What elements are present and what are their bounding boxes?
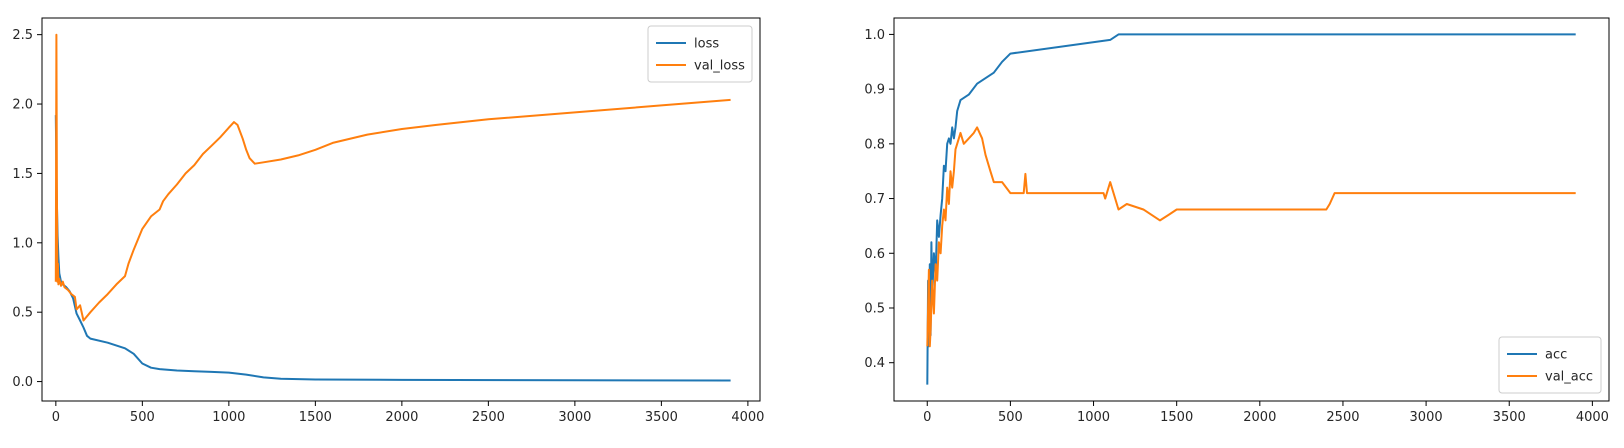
accuracy-chart: 0 500 1000 1500 2000 2500 3000 3500 4000 0.4 0.5 0.… xyxy=(864,17,1610,425)
legend: acc val_acc xyxy=(1498,336,1602,394)
x-tick-label: 2000 xyxy=(385,410,418,425)
series-line-loss xyxy=(54,115,731,382)
legend-label-val-acc: val_acc xyxy=(1545,370,1593,385)
legend-box xyxy=(647,25,753,83)
x-tick-label: 3000 xyxy=(1410,410,1443,425)
x-tick-label: 4000 xyxy=(731,410,764,425)
y-tick-label: 0.4 xyxy=(864,356,885,371)
x-tick-label: 2000 xyxy=(1243,410,1276,425)
x-tick-label: 500 xyxy=(130,410,155,425)
series-line-val-loss xyxy=(54,33,731,322)
plot-frame xyxy=(893,17,1610,402)
x-tick-label: 3500 xyxy=(1493,410,1526,425)
y-tick-label: 0.5 xyxy=(12,306,33,321)
series-line-acc xyxy=(926,33,1576,385)
y-tick-label: 1.5 xyxy=(12,167,33,182)
x-tick-label: 0 xyxy=(52,410,60,425)
series-line-val-acc xyxy=(926,126,1576,348)
x-tick-label: 2500 xyxy=(472,410,505,425)
y-tick-label: 0.6 xyxy=(864,247,885,262)
loss-chart: 0 500 1000 1500 2000 2500 3000 3500 4000 0.0 0.5 1.… xyxy=(12,17,764,425)
legend-label-acc: acc xyxy=(1545,348,1567,363)
y-tick-label: 0.9 xyxy=(864,83,885,98)
x-tick-label: 1000 xyxy=(212,410,245,425)
x-tick-label: 3500 xyxy=(645,410,678,425)
x-tick-label: 3000 xyxy=(558,410,591,425)
x-tick-label: 4000 xyxy=(1576,410,1609,425)
x-tick-label: 1000 xyxy=(1077,410,1110,425)
y-tick-label: 0.8 xyxy=(864,137,885,152)
plot-frame xyxy=(41,17,761,402)
x-tick-label: 0 xyxy=(923,410,931,425)
y-tick-label: 1.0 xyxy=(864,28,885,43)
legend: loss val_loss xyxy=(647,25,753,83)
y-tick-label: 0.7 xyxy=(864,192,885,207)
y-tick-label: 2.5 xyxy=(12,28,33,43)
x-tick-label: 1500 xyxy=(299,410,332,425)
y-tick-label: 1.0 xyxy=(12,236,33,251)
legend-box xyxy=(1498,336,1602,394)
y-tick-label: 0.0 xyxy=(12,375,33,390)
y-tick-label: 2.0 xyxy=(12,98,33,113)
legend-label-loss: loss xyxy=(694,37,719,52)
legend-label-val-loss: val_loss xyxy=(694,59,745,74)
x-tick-label: 500 xyxy=(998,410,1023,425)
x-tick-label: 1500 xyxy=(1160,410,1193,425)
y-tick-label: 0.5 xyxy=(864,301,885,316)
x-tick-label: 2500 xyxy=(1326,410,1359,425)
